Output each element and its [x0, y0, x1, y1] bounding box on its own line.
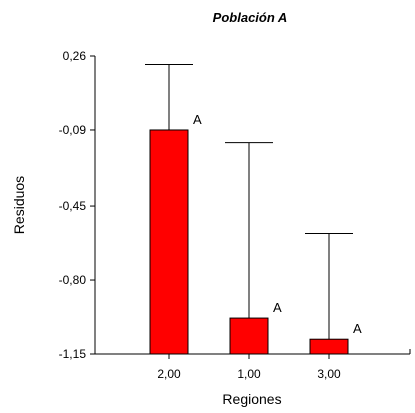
y-tick-label: -0,80 — [59, 273, 87, 287]
y-tick-label: -0,09 — [59, 123, 87, 137]
x-tick-label: 3,00 — [317, 367, 341, 381]
x-tick-label: 2,00 — [157, 367, 181, 381]
bar — [149, 129, 189, 355]
group-label: A — [193, 112, 202, 127]
y-axis-label: Residuos — [11, 176, 27, 234]
x-axis-label: Regiones — [222, 391, 281, 407]
bar — [229, 317, 269, 355]
y-tick-label: 0,26 — [63, 49, 87, 63]
y-tick-label: -1,15 — [59, 347, 87, 361]
y-tick-label: -0,45 — [59, 199, 87, 213]
x-tick-label: 1,00 — [237, 367, 261, 381]
group-label: A — [273, 300, 282, 315]
bar — [309, 338, 349, 355]
group-label: A — [353, 321, 362, 336]
plot-area: 0,26 -0,09 -0,45 -0,80 -1,15 2,00 A 1,00 A 3,00 A — [59, 49, 411, 381]
chart-title: Población A — [213, 10, 288, 25]
